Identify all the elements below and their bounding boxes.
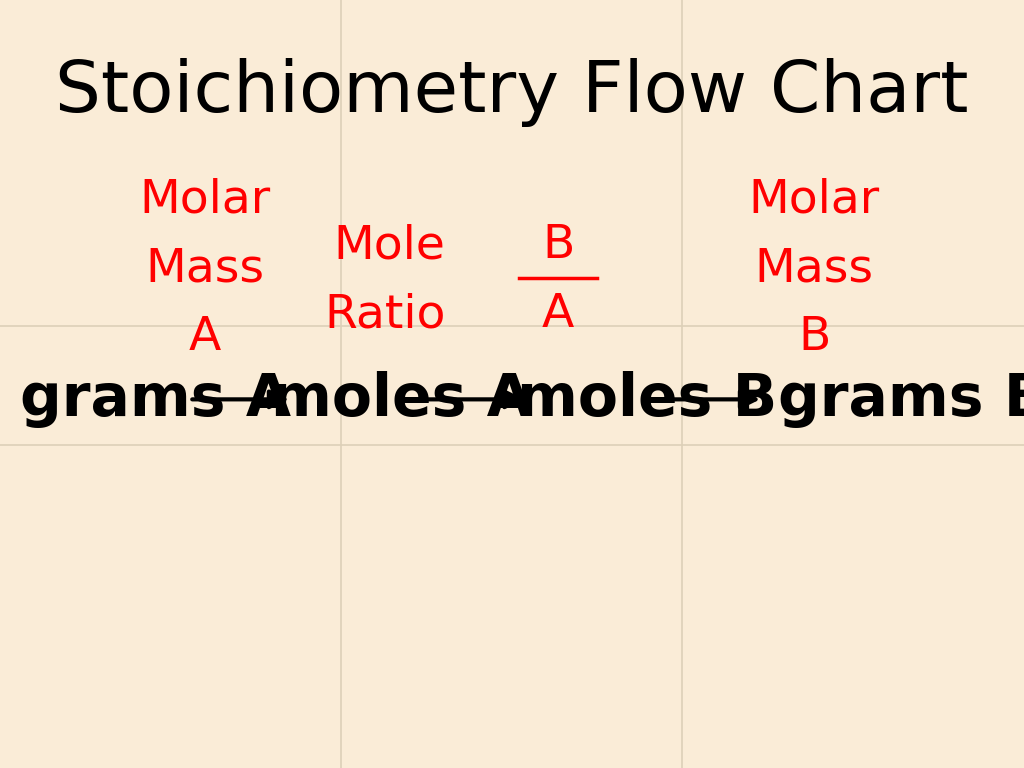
- Text: grams A: grams A: [20, 371, 292, 428]
- Text: moles B: moles B: [517, 371, 777, 428]
- Text: B: B: [542, 223, 574, 268]
- Text: A: A: [188, 316, 221, 360]
- Text: moles A: moles A: [271, 371, 532, 428]
- Text: Stoichiometry Flow Chart: Stoichiometry Flow Chart: [55, 58, 969, 127]
- Text: Mole: Mole: [334, 223, 445, 268]
- Text: Ratio: Ratio: [324, 293, 445, 337]
- Text: B: B: [798, 316, 830, 360]
- Text: Molar: Molar: [139, 177, 270, 222]
- Text: Mass: Mass: [755, 247, 873, 291]
- Text: grams B: grams B: [778, 371, 1024, 428]
- Text: A: A: [542, 293, 574, 337]
- Text: Mass: Mass: [145, 247, 264, 291]
- Text: Molar: Molar: [749, 177, 880, 222]
